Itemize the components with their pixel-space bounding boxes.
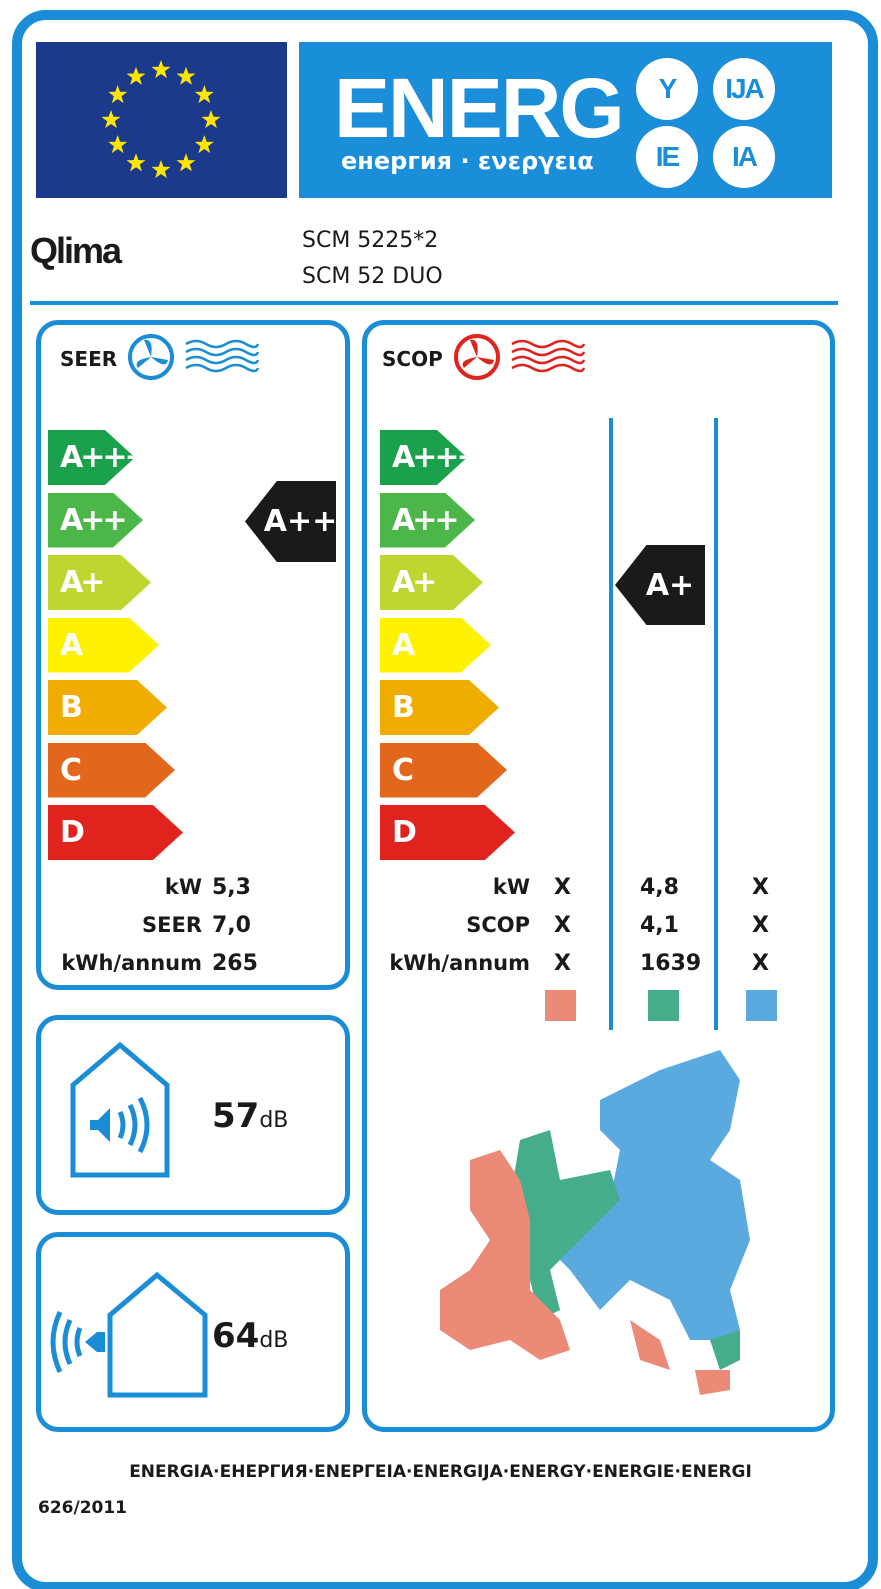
regulation-number: 626/2011 [38,1498,128,1518]
footer-languages: ENERGIA·ЕНЕРГИЯ·ΕΝΕΡΓΕΙΑ·ENERGIJA·ENERGY… [129,1462,752,1482]
class-label: A+ [60,565,103,600]
suffix-badge: Y [636,58,698,120]
model-name: SCM 52 DUO [302,264,443,289]
climate-zone-swatch [746,990,777,1021]
scop-title: SCOP [382,347,443,371]
seer-value: 265 [212,951,258,976]
eu-stars-icon [101,60,221,179]
scop-zone-value: 1639 [640,951,702,976]
seer-label: kWh/annum [61,951,202,975]
star-icon [126,153,146,172]
outdoor-noise-value: 64 [212,1316,260,1356]
scop-zone-value: X [752,951,769,976]
class-label: D [60,815,82,850]
fan-heating-icon [454,334,586,380]
scop-class-arrow: C [380,743,507,798]
scop-zone-value: 4,1 [640,913,679,938]
class-label: B [60,690,80,725]
star-icon [151,160,171,179]
scop-panel [362,320,835,1432]
climate-zone-swatch [648,990,679,1021]
divider [30,301,838,305]
suffix-badge: IE [636,126,698,188]
class-label: A++ [392,502,457,538]
star-icon [176,66,196,85]
indoor-speaker-house-icon [70,1041,170,1178]
europe-climate-zones-map [440,1050,750,1395]
zone-divider [609,418,613,1030]
label-frame [12,10,878,1589]
seer-class-arrow: D [48,805,183,860]
indoor-noise-value: 57 [212,1096,260,1136]
brand-logo: Qlima [30,230,122,271]
class-label: C [392,752,412,788]
model-name: SCM 5225*2 [302,228,439,253]
zone-divider [714,418,718,1030]
map-zone-average [510,1130,740,1370]
seer-panel [36,320,350,990]
scop-zone-value: X [554,913,571,938]
star-icon [176,153,196,172]
energ-title: ENERG [334,61,625,155]
indoor-noise-level: 57dB [212,1096,288,1136]
seer-value: 5,3 [212,875,251,900]
scop-class-arrow: D [380,805,515,860]
scop-zone-value: X [752,913,769,938]
scop-rating: A+ [645,567,695,603]
seer-label: SEER [142,913,202,937]
eu-flag [36,42,287,198]
map-zone-warmer [540,1050,750,1340]
class-label: A [392,627,413,663]
star-icon [108,135,128,154]
climate-zone-swatch [545,990,576,1021]
class-label: A [60,627,81,663]
energ-subtitle: енергия · ενεργεια [341,147,594,175]
star-icon [151,60,171,79]
scop-zone-value: 4,8 [640,875,679,900]
scop-zone-value: X [554,875,571,900]
scop-label: kWh/annum [389,951,530,975]
indoor-noise-unit: dB [259,1108,289,1133]
energy-banner: ENERG енергия · ενεργεια Y IJA IE IA [299,42,832,198]
class-label: B [392,690,412,725]
seer-class-arrow: C [48,743,175,798]
seer-rating: A++ [263,504,338,539]
outdoor-noise-panel [36,1232,350,1432]
map-zone-colder [440,1150,730,1395]
star-icon [108,85,128,104]
class-label: A++ [60,502,125,538]
seer-value: 7,0 [212,913,251,938]
star-icon [194,85,214,104]
scop-label: SCOP [466,913,530,937]
star-icon [101,110,121,129]
seer-label: kW [164,875,202,899]
outdoor-speaker-house-icon [50,1271,208,1398]
fan-cooling-icon [128,334,260,380]
class-label: A+ [392,565,435,600]
outdoor-noise-level: 64dB [212,1316,288,1356]
outdoor-noise-unit: dB [259,1328,289,1353]
star-icon [194,135,214,154]
indoor-noise-panel [36,1015,350,1215]
star-icon [201,110,221,129]
suffix-badge: IJA [713,58,775,120]
star-icon [126,66,146,85]
scop-zone-value: X [554,951,571,976]
class-label: C [60,752,80,788]
class-label: D [392,815,414,850]
seer-title: SEER [60,347,118,371]
suffix-badge: IA [713,126,775,188]
scop-label: kW [492,875,530,899]
scop-zone-value: X [752,875,769,900]
